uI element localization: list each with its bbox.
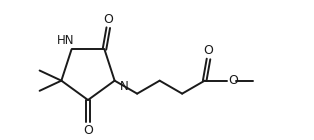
Text: O: O	[203, 45, 214, 58]
Text: O: O	[83, 123, 93, 136]
Text: O: O	[103, 13, 113, 26]
Text: HN: HN	[57, 34, 74, 47]
Text: N: N	[120, 80, 128, 93]
Text: O: O	[228, 74, 238, 87]
